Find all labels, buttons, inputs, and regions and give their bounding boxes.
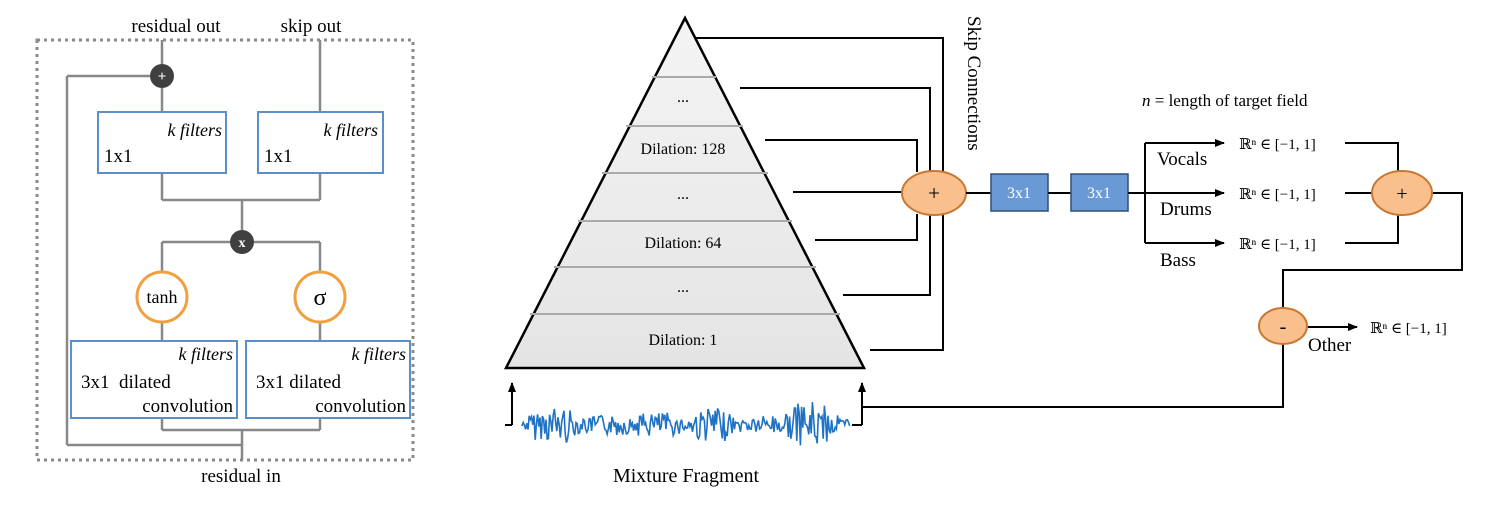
other-label: Other [1308, 335, 1352, 356]
dilation-pyramid [503, 15, 867, 370]
dilated-conv-left-line1: 3x1 dilated [81, 372, 171, 393]
skip-connections-label: Skip Connections [963, 16, 984, 151]
residual-out-label: residual out [131, 16, 221, 37]
dilated-conv-right-line2: convolution [315, 396, 406, 417]
dilated-conv-left-line2: convolution [142, 396, 233, 417]
skip-connection-wires [695, 37, 944, 351]
dilated-conv-right-box [245, 340, 411, 419]
dotted-border [35, 38, 415, 462]
target-field-legend: n = length of target field [1142, 91, 1308, 110]
dilated-conv-right-filters: k filters [352, 344, 407, 364]
conv-1x1-skip-box [257, 111, 384, 174]
dilated-conv-left-filters: k filters [179, 344, 234, 364]
residual-in-label: residual in [201, 466, 281, 487]
conv1-label: 3x1 [1007, 185, 1031, 202]
conv1-block [990, 173, 1049, 212]
skip-sum-symbol: + [928, 181, 940, 205]
conv2-block [1070, 173, 1129, 212]
residual-add-node [150, 64, 174, 88]
other-output-range: ℝⁿ ∈ [−1, 1] [1370, 321, 1447, 337]
conv-1x1-skip-label: 1x1 [264, 146, 293, 167]
conv-1x1-residual-label: 1x1 [104, 146, 133, 167]
pyramid-layer-dividers [530, 76, 840, 315]
vocals-label: Vocals [1157, 149, 1207, 170]
tanh-gate [135, 270, 189, 324]
vocals-output-range: ℝⁿ ∈ [−1, 1] [1239, 137, 1316, 153]
residual-block-panel: residual out skip out residual in [35, 16, 415, 487]
mixture-fragment-label: Mixture Fragment [613, 465, 760, 487]
pyramid-layer-6: Dilation: 1 [649, 332, 718, 349]
bass-label: Bass [1160, 250, 1196, 271]
legend-n: n [1142, 91, 1151, 110]
pyramid-layer-2: Dilation: 128 [641, 141, 726, 158]
conv-1x1-residual-filters: k filters [168, 120, 223, 140]
sigmoid-gate-label: σ [314, 285, 327, 311]
residual-add-symbol: + [158, 69, 167, 85]
stems-sum-node [1371, 170, 1433, 216]
stems-sum-symbol: + [1396, 183, 1407, 205]
subtract-node [1258, 307, 1308, 345]
mixture-waveform [521, 402, 851, 446]
residual-block-wires [65, 40, 322, 460]
drums-output-range: ℝⁿ ∈ [−1, 1] [1239, 187, 1316, 203]
skip-out-label: skip out [281, 16, 342, 37]
conv-1x1-residual-box [97, 111, 227, 174]
gate-multiply-node [230, 230, 254, 254]
conv2-label: 3x1 [1087, 185, 1111, 202]
pyramid-layer-5: ... [677, 279, 689, 296]
legend-rest: = length of target field [1151, 91, 1309, 110]
pyramid-layer-3: ... [677, 186, 689, 203]
gate-multiply-symbol: x [239, 236, 246, 251]
sigmoid-gate [293, 270, 347, 324]
dilated-conv-right-line1: 3x1 dilated [256, 372, 341, 393]
drums-label: Drums [1160, 199, 1212, 220]
conv-1x1-skip-filters: k filters [324, 120, 379, 140]
pyramid-layer-4: Dilation: 64 [645, 235, 722, 252]
pyramid-layer-1: ... [677, 89, 689, 106]
dilated-conv-left-box [70, 340, 238, 419]
output-branch-wires [505, 139, 1463, 426]
separation-network-panel: ... Dilation: 128 ... Dilation: 64 ... D… [503, 15, 1463, 487]
subtract-symbol: - [1280, 316, 1287, 338]
tanh-gate-label: tanh [147, 287, 178, 307]
bass-output-range: ℝⁿ ∈ [−1, 1] [1239, 237, 1316, 253]
